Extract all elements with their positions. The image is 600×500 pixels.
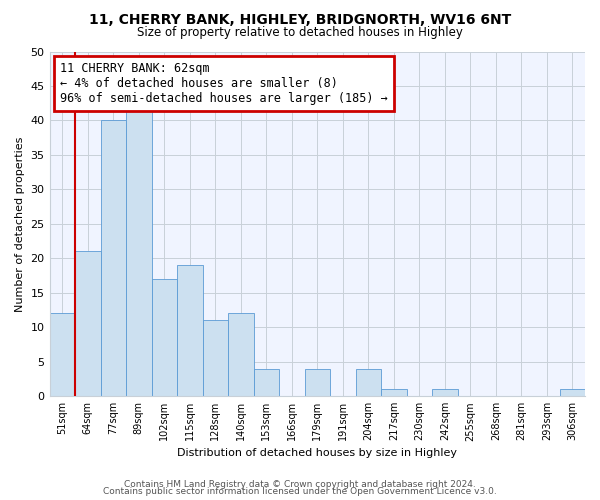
Bar xyxy=(381,390,407,396)
Text: Size of property relative to detached houses in Highley: Size of property relative to detached ho… xyxy=(137,26,463,39)
Bar xyxy=(560,390,585,396)
Bar xyxy=(75,252,101,396)
Bar xyxy=(305,368,330,396)
Y-axis label: Number of detached properties: Number of detached properties xyxy=(15,136,25,312)
Bar xyxy=(228,314,254,396)
Bar xyxy=(177,265,203,396)
Bar xyxy=(152,279,177,396)
Bar xyxy=(432,390,458,396)
Bar xyxy=(203,320,228,396)
Bar xyxy=(356,368,381,396)
Text: 11 CHERRY BANK: 62sqm
← 4% of detached houses are smaller (8)
96% of semi-detach: 11 CHERRY BANK: 62sqm ← 4% of detached h… xyxy=(60,62,388,105)
Bar xyxy=(126,106,152,396)
Text: 11, CHERRY BANK, HIGHLEY, BRIDGNORTH, WV16 6NT: 11, CHERRY BANK, HIGHLEY, BRIDGNORTH, WV… xyxy=(89,12,511,26)
Text: Contains public sector information licensed under the Open Government Licence v3: Contains public sector information licen… xyxy=(103,487,497,496)
Bar xyxy=(101,120,126,396)
Bar xyxy=(50,314,75,396)
Text: Contains HM Land Registry data © Crown copyright and database right 2024.: Contains HM Land Registry data © Crown c… xyxy=(124,480,476,489)
Bar xyxy=(254,368,279,396)
X-axis label: Distribution of detached houses by size in Highley: Distribution of detached houses by size … xyxy=(177,448,457,458)
